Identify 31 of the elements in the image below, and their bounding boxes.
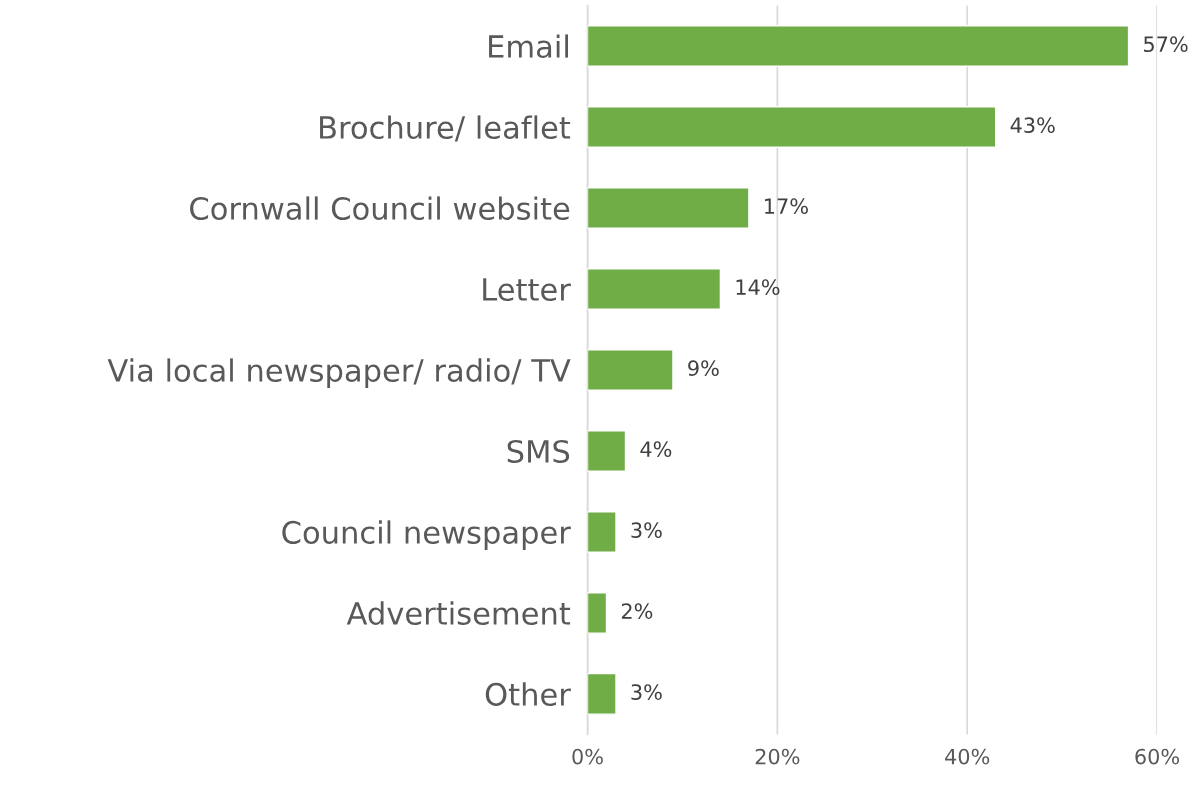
bar	[587, 25, 1130, 67]
y-tick-label: Email	[489, 34, 568, 59]
y-tick-label: Letter	[483, 278, 571, 302]
y-tick-label: Advertisement	[346, 601, 571, 625]
data-label: 17%	[765, 198, 808, 215]
bar	[587, 591, 608, 634]
bar	[587, 187, 750, 229]
x-tick-label: 20%	[755, 748, 800, 765]
y-tick-label: Cornwall Council website	[190, 196, 570, 221]
y-tick-label: Other	[485, 682, 571, 706]
data-label: 57%	[1144, 36, 1188, 53]
bar	[587, 349, 674, 391]
data-label: 2%	[621, 603, 653, 619]
bar	[587, 672, 617, 715]
data-label: 3%	[631, 684, 662, 700]
data-label: 3%	[631, 522, 662, 538]
x-tick-label: 40%	[945, 748, 990, 765]
bar	[587, 106, 997, 148]
data-label: 9%	[688, 360, 719, 377]
y-tick-label: Council newspaper	[282, 520, 571, 550]
x-tick-label: 60%	[1135, 748, 1180, 765]
bar	[587, 511, 617, 553]
y-tick-label: Brochure/ leaflet	[320, 115, 571, 142]
y-tick-label: SMS	[507, 439, 570, 463]
y-tick-label: Via local newspaper/ radio/ TV	[107, 358, 571, 388]
data-label: 43%	[1010, 117, 1055, 134]
x-tick-label: 0%	[572, 748, 603, 765]
data-label: 14%	[736, 279, 780, 296]
data-label: 4%	[640, 441, 672, 457]
bar	[587, 268, 722, 310]
bar	[587, 430, 627, 472]
